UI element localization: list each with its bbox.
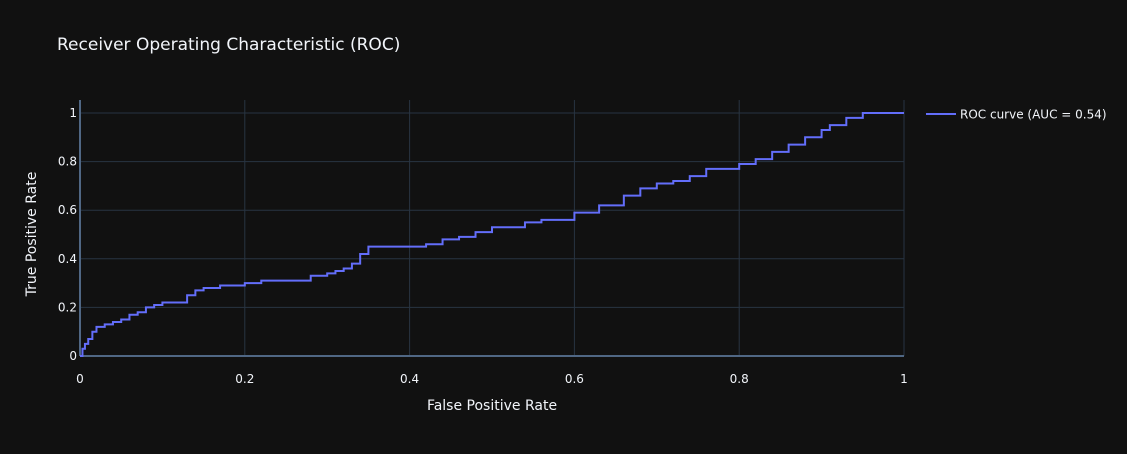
x-tick-label: 0.6 (565, 372, 584, 386)
y-tick-label: 0.2 (58, 300, 77, 314)
x-tick-label: 0.2 (235, 372, 254, 386)
x-tick-label: 0.8 (730, 372, 749, 386)
legend[interactable]: ROC curve (AUC = 0.54) (926, 108, 1107, 122)
x-tick-label: 0.4 (400, 372, 419, 386)
roc-curve-line[interactable] (80, 112, 904, 357)
y-axis-title: True Positive Rate (24, 172, 40, 298)
legend-label: ROC curve (AUC = 0.54) (960, 108, 1107, 122)
x-tick-label: 1 (900, 372, 908, 386)
y-tick-label: 0 (69, 349, 77, 363)
y-tick-label: 0.8 (58, 155, 77, 169)
x-tick-label: 0 (76, 372, 84, 386)
tick-labels: 0 0.2 0.4 0.6 0.8 1 0 0.2 0.4 0.6 0.8 1 (58, 106, 908, 386)
series-layer (80, 112, 904, 357)
y-tick-label: 1 (69, 106, 77, 120)
y-tick-label: 0.6 (58, 203, 77, 217)
x-axis-title: False Positive Rate (427, 398, 557, 414)
y-tick-label: 0.4 (58, 252, 77, 266)
chart-title: Receiver Operating Characteristic (ROC) (57, 35, 400, 55)
grid (79, 100, 905, 357)
